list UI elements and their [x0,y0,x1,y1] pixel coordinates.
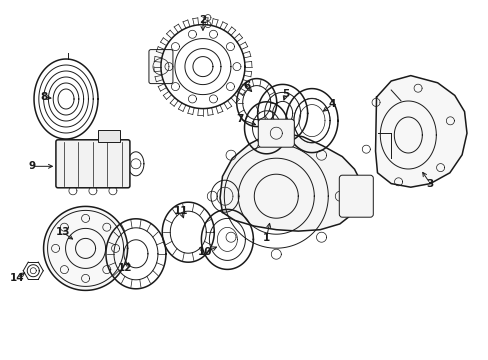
FancyBboxPatch shape [339,175,372,217]
Text: 2: 2 [199,15,206,25]
Polygon shape [220,133,361,231]
Text: 4: 4 [328,99,336,109]
Text: 6: 6 [243,81,250,91]
Polygon shape [375,76,466,187]
FancyBboxPatch shape [258,119,294,147]
Text: 7: 7 [235,114,243,124]
Text: 14: 14 [10,273,24,283]
Text: 10: 10 [198,247,212,257]
Text: 3: 3 [426,179,433,189]
Polygon shape [43,206,127,291]
Text: 8: 8 [41,92,47,102]
Text: 1: 1 [263,233,269,243]
FancyBboxPatch shape [56,140,130,188]
Text: 12: 12 [117,263,132,273]
Text: 9: 9 [28,161,35,171]
Text: 13: 13 [55,227,70,237]
Text: 11: 11 [173,206,188,216]
FancyBboxPatch shape [149,50,173,84]
Text: 5: 5 [282,89,289,99]
Bar [98,130,120,142]
